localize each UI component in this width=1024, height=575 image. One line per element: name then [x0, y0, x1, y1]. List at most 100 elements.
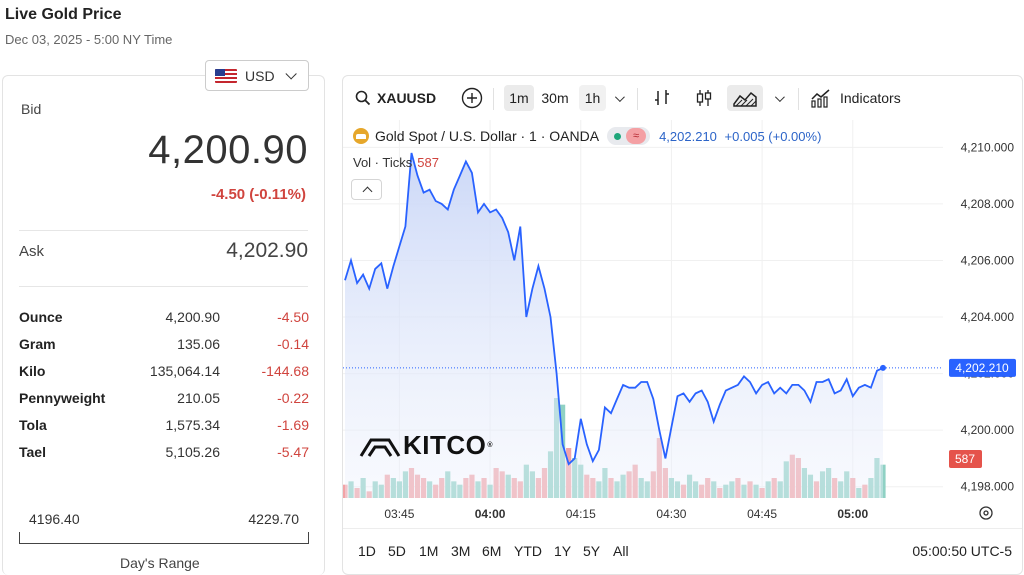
indicators-button[interactable]: Indicators: [810, 85, 920, 111]
price-line: [344, 152, 884, 466]
unit-change: -144.68: [261, 363, 309, 379]
chart-settings-icon[interactable]: [979, 506, 993, 520]
ask-label: Ask: [19, 243, 45, 260]
divider: [19, 230, 308, 231]
ask-value: 4,202.90: [226, 239, 308, 262]
legend-change: +0.005 (+0.00%): [724, 128, 822, 144]
last-price-dot: [880, 364, 886, 371]
bid-value: 4,200.90: [148, 128, 308, 172]
table-row: Tola 1,575.34 -1.69: [19, 417, 311, 444]
price-chart[interactable]: 4,210.000 4,208.000 4,206.000 4,204.000 4,20…: [343, 76, 1023, 528]
kitco-logo-mark: ®: [487, 442, 494, 449]
range-toolbar: 1D 5D 1M 3M 6M YTD 1Y 5Y All 05:00:50 UT…: [343, 528, 1022, 574]
toolbar-separator: [798, 88, 799, 110]
unit-change: -1.69: [277, 417, 309, 433]
time-readout[interactable]: 05:00:50 UTC-5: [912, 543, 1012, 559]
quote-panel: [2, 75, 325, 575]
days-range-bar: [19, 532, 309, 544]
symbol-search-button[interactable]: XAUUSD: [355, 85, 441, 111]
table-row: Ounce 4,200.90 -4.50: [19, 309, 311, 336]
bar-chart-style-icon: [655, 90, 669, 105]
range-1m-button[interactable]: 1M: [419, 543, 439, 559]
volume-tag: [949, 450, 982, 468]
legend-last-price: 4,202.210: [659, 128, 717, 144]
interval-30m-button[interactable]: 30m: [541, 90, 569, 106]
y-tick-label: 4,198.000: [961, 480, 1015, 494]
chart-legend: Gold Spot / U.S. Dollar · 1 · OANDA ≈ 4,…: [353, 127, 821, 145]
volume-tag-label: 587: [955, 452, 975, 466]
unit-change: -0.14: [277, 336, 309, 352]
range-all-button[interactable]: All: [613, 543, 629, 559]
market-open-icon: [614, 132, 622, 140]
indicators-label: Indicators: [840, 90, 901, 106]
x-tick-label: 04:45: [747, 507, 777, 521]
page-subtitle: Dec 03, 2025 - 5:00 NY Time: [5, 32, 173, 47]
y-tick-label: 4,210.000: [961, 140, 1015, 154]
unit-value: 210.05: [177, 390, 220, 406]
unit-name: Gram: [19, 336, 56, 352]
bid-change: -4.50 (-0.11%): [210, 186, 306, 203]
candlestick-icon: [696, 90, 712, 106]
kitco-logo-text: KITCO: [403, 430, 487, 460]
range-5y-button[interactable]: 5Y: [583, 543, 601, 559]
symbol-label: XAUUSD: [377, 90, 437, 106]
area-chart-icon: [733, 91, 757, 107]
range-1d-button[interactable]: 1D: [358, 543, 376, 559]
plus-circle-icon: [461, 87, 483, 109]
x-tick-label: 04:15: [566, 507, 596, 521]
unit-price-table: Ounce 4,200.90 -4.50 Gram 135.06 -0.14 K…: [19, 309, 311, 471]
chart-title: Gold Spot / U.S. Dollar · 1 · OANDA: [375, 128, 600, 144]
unit-name: Pennyweight: [19, 390, 106, 406]
unit-name: Kilo: [19, 363, 46, 379]
bid-label: Bid: [21, 101, 42, 117]
divider: [19, 286, 308, 287]
toolbar-separator: [493, 88, 494, 110]
unit-name: Tael: [19, 444, 46, 460]
unit-value: 135.06: [177, 336, 220, 352]
unit-value: 1,575.34: [165, 417, 221, 433]
area-style-button[interactable]: [727, 85, 763, 111]
chevron-down-icon: [285, 67, 297, 80]
table-row: Tael 5,105.26 -5.47: [19, 444, 311, 471]
range-5d-button[interactable]: 5D: [388, 543, 406, 559]
x-tick-label: 04:00: [475, 507, 506, 521]
unit-value: 4,200.90: [165, 309, 221, 325]
unit-value: 5,105.26: [165, 444, 221, 460]
kitco-logo: KITCO ®: [359, 430, 493, 461]
range-ytd-button[interactable]: YTD: [514, 543, 542, 559]
days-range-high: 4229.70: [248, 511, 299, 527]
candles-style-button[interactable]: [691, 85, 717, 111]
price-tag-label: 4,202.210: [955, 361, 1009, 375]
unit-value: 135,064.14: [149, 363, 220, 379]
delayed-data-icon: ≈: [626, 128, 647, 144]
range-6m-button[interactable]: 6M: [482, 543, 502, 559]
compare-symbol-button[interactable]: [459, 85, 485, 111]
unit-change: -0.22: [277, 390, 309, 406]
y-tick-label: 4,200.000: [961, 423, 1015, 437]
us-flag-icon: [215, 68, 237, 83]
y-tick-label: 4,206.000: [961, 253, 1015, 267]
market-status-badge[interactable]: ≈: [607, 127, 651, 145]
bars-style-button[interactable]: [649, 85, 675, 111]
indicators-icon: [811, 89, 830, 108]
unit-name: Ounce: [19, 309, 63, 325]
unit-change: -5.47: [277, 444, 309, 460]
currency-select[interactable]: USD: [205, 60, 309, 91]
range-1y-button[interactable]: 1Y: [554, 543, 572, 559]
table-row: Gram 135.06 -0.14: [19, 336, 311, 363]
y-tick-label: 4,204.000: [961, 310, 1015, 324]
range-3m-button[interactable]: 3M: [451, 543, 471, 559]
unit-name: Tola: [19, 417, 47, 433]
chart-toolbar: XAUUSD 1m 30m 1h: [343, 76, 1022, 120]
y-tick-label: 4,208.000: [961, 197, 1015, 211]
volume-value: 587: [417, 155, 439, 170]
interval-1h-button[interactable]: 1h: [579, 85, 606, 111]
price-area: [345, 153, 883, 498]
interval-1m-button[interactable]: 1m: [504, 85, 534, 111]
collapse-legend-button[interactable]: [351, 179, 382, 200]
page-title: Live Gold Price: [5, 6, 122, 23]
unit-change: -4.50: [277, 309, 309, 325]
table-row: Pennyweight 210.05 -0.22: [19, 390, 311, 417]
chart-panel: XAUUSD 1m 30m 1h: [342, 75, 1023, 575]
table-row: Kilo 135,064.14 -144.68: [19, 363, 311, 390]
